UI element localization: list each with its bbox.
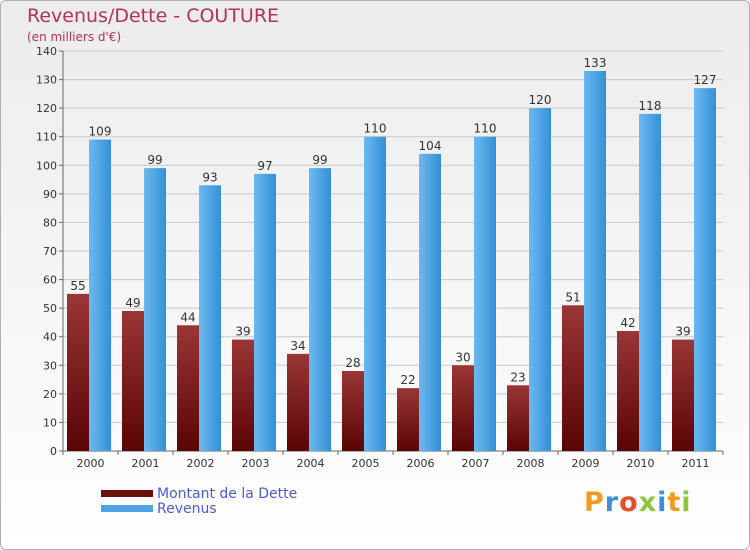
bar-debt-2002 (177, 325, 199, 451)
proxiti-logo: Proxiti (584, 487, 692, 518)
data-label-revenus-2005: 110 (364, 122, 387, 136)
y-tick-label: 30 (43, 359, 57, 372)
bar-revenus-2001 (144, 168, 166, 451)
x-tick-label-2003: 2003 (242, 457, 270, 470)
bar-revenus-2002 (199, 185, 221, 452)
bar-revenus-2003 (254, 173, 276, 451)
legend-swatch-debt (101, 490, 153, 497)
logo-letter: i (657, 487, 668, 518)
y-tick-label: 50 (43, 302, 57, 315)
data-label-debt-2005: 28 (345, 356, 360, 370)
x-tick-label-2007: 2007 (462, 457, 490, 470)
bar-debt-2004 (287, 353, 309, 451)
data-label-revenus-2002: 93 (202, 170, 217, 184)
data-label-revenus-2010: 118 (639, 99, 662, 113)
axis-layer: 0 10 20 30 40 50 60 70 80 90 100 110 120 130 140 2000 20… (36, 45, 724, 470)
bar-revenus-2000 (89, 139, 111, 452)
bar-debt-2008 (507, 385, 529, 451)
data-label-debt-2001: 49 (125, 296, 140, 310)
bar-debt-2009 (562, 305, 584, 451)
legend-label-debt: Montant de la Dette (157, 485, 298, 502)
y-tick-label: 20 (43, 388, 57, 401)
bar-revenus-2007 (474, 136, 496, 451)
y-tick-label: 90 (43, 188, 57, 201)
logo-letter: r (604, 487, 620, 518)
bar-revenus-2004 (309, 168, 331, 451)
y-tick-label: 60 (43, 274, 57, 287)
logo-letter: t (667, 487, 682, 518)
x-tick-label-2001: 2001 (132, 457, 160, 470)
x-tick-label-2005: 2005 (352, 457, 380, 470)
x-tick-label-2000: 2000 (77, 457, 105, 470)
x-tick-label-2006: 2006 (407, 457, 435, 470)
bar-revenus-2006 (419, 153, 441, 451)
x-tick-label-2009: 2009 (572, 457, 600, 470)
bar-debt-2001 (122, 311, 144, 451)
logo-letter: o (619, 487, 639, 518)
y-tick-label: 0 (50, 445, 57, 458)
data-label-revenus-2000: 109 (89, 125, 112, 139)
data-label-debt-2002: 44 (180, 310, 195, 324)
bar-layer (67, 71, 716, 452)
data-label-debt-2006: 22 (400, 373, 415, 387)
legend-item-debt: Montant de la Dette (101, 485, 298, 502)
bar-revenus-2008 (529, 108, 551, 452)
bar-debt-2000 (67, 293, 89, 451)
y-tick-label: 80 (43, 216, 57, 229)
data-label-revenus-2006: 104 (419, 139, 442, 153)
data-label-debt-2011: 39 (675, 325, 690, 339)
legend: Montant de la Dette Revenus (101, 485, 298, 517)
legend-item-revenus: Revenus (101, 500, 297, 517)
data-label-revenus-2008: 120 (529, 93, 552, 107)
x-tick-label-2010: 2010 (627, 457, 655, 470)
legend-label-revenus: Revenus (157, 500, 217, 517)
data-label-revenus-2004: 99 (312, 153, 327, 167)
data-label-revenus-2009: 133 (584, 56, 607, 70)
data-label-debt-2003: 39 (235, 325, 250, 339)
legend-swatch-revenus (101, 505, 153, 512)
y-tick-label: 120 (36, 102, 57, 115)
data-label-revenus-2007: 110 (474, 122, 497, 136)
label-layer: 55 109 49 99 44 93 39 97 34 99 28 110 22 104 30 110 23 12… (70, 56, 716, 387)
bar-revenus-2011 (694, 88, 716, 452)
bar-debt-2010 (617, 331, 639, 451)
data-label-revenus-2001: 99 (147, 153, 162, 167)
y-tick-label: 10 (43, 416, 57, 429)
bar-revenus-2010 (639, 113, 661, 451)
bar-debt-2003 (232, 339, 254, 451)
grid-layer (63, 50, 723, 423)
chart-subtitle: (en milliers d'€) (27, 30, 122, 44)
bar-debt-2005 (342, 371, 364, 451)
chart-title: Revenus/Dette - COUTURE (27, 5, 280, 27)
y-tick-label: 70 (43, 245, 57, 258)
bar-debt-2007 (452, 365, 474, 451)
x-tick-label-2004: 2004 (297, 457, 325, 470)
x-tick-label-2008: 2008 (517, 457, 545, 470)
data-label-revenus-2011: 127 (694, 73, 717, 87)
bar-revenus-2009 (584, 71, 606, 451)
y-tick-label: 130 (36, 74, 57, 87)
data-label-debt-2004: 34 (290, 339, 305, 353)
logo-letter: x (638, 487, 658, 518)
data-label-debt-2009: 51 (565, 290, 580, 304)
x-tick-label-2002: 2002 (187, 457, 215, 470)
logo-letter: P (584, 487, 605, 518)
data-label-debt-2007: 30 (455, 350, 470, 364)
y-tick-label: 100 (36, 159, 57, 172)
x-tick-label-2011: 2011 (682, 457, 710, 470)
y-tick-label: 110 (36, 131, 57, 144)
y-tick-label: 40 (43, 331, 57, 344)
data-label-debt-2008: 23 (510, 370, 525, 384)
logo-letter: i (681, 487, 692, 518)
data-label-debt-2010: 42 (620, 316, 635, 330)
bar-revenus-2005 (364, 136, 386, 451)
data-label-revenus-2003: 97 (257, 159, 272, 173)
bar-debt-2011 (672, 339, 694, 451)
data-label-debt-2000: 55 (70, 279, 85, 293)
y-tick-label: 140 (36, 45, 57, 58)
bar-debt-2006 (397, 388, 419, 451)
